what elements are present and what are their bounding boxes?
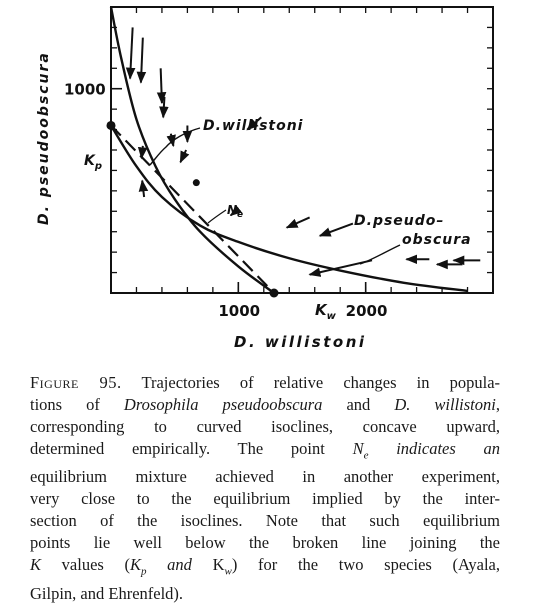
willistoni-label-leader	[149, 127, 201, 166]
trajectory-arrow	[159, 96, 169, 119]
trajectory-arrow	[156, 68, 167, 105]
caption-line: determined empirically. The point Ne ind…	[30, 439, 500, 462]
n-e-point	[192, 179, 200, 187]
trajectory-arrow	[166, 133, 176, 148]
trajectory-arrow	[229, 204, 243, 217]
chart: 1000 2000 1000 D. pseudoobscura D. willist…	[36, 6, 494, 351]
figure-number: Figure 95.	[30, 373, 122, 392]
k-p-point	[106, 120, 116, 130]
plot-frame	[110, 6, 494, 294]
k-w-point	[269, 288, 279, 298]
y-tick-label: 1000	[64, 81, 106, 99]
n-e-letter: N	[227, 203, 237, 217]
trajectory-arrow	[137, 145, 148, 160]
figure-caption: Figure 95. Trajectories of relative chan…	[30, 372, 500, 605]
caption-line: equilibrium mixture achieved in another …	[30, 467, 500, 487]
caption-line: tions of Drosophila pseudoobscura and D.…	[30, 395, 500, 414]
trajectory-arrow	[308, 259, 373, 277]
caption-line: Gilpin, and Ehrenfeld).	[30, 583, 184, 603]
x-tick-label: 1000	[218, 302, 260, 320]
n-e-leader	[207, 209, 227, 224]
pseudoobscura-isocline-label-line1: D.pseudo–	[354, 213, 444, 229]
k-p-subscript: p	[94, 161, 102, 172]
caption-line: corresponding to curved isoclines, conca…	[30, 417, 500, 436]
trajectory-arrow	[136, 37, 147, 84]
trajectory-arrow	[285, 216, 311, 229]
caption-line: K values (Kp and Kw) for the two species…	[30, 555, 500, 578]
isocline-0	[109, 6, 275, 294]
caption-line: Figure 95. Trajectories of relative chan…	[30, 372, 500, 394]
trajectory-arrow	[246, 116, 262, 131]
k-w-letter: K	[315, 301, 328, 319]
caption-line: very close to the equilibrium implied by…	[30, 489, 500, 509]
x-axis-label: D. willistoni	[234, 333, 367, 351]
k-p-letter: K	[84, 153, 96, 169]
willistoni-isocline-label: D.willistoni	[203, 118, 303, 134]
isocline-1	[109, 124, 468, 293]
pseudoobscura-isocline-label-line2: obscura	[402, 232, 472, 248]
y-axis-label: D. pseudoobscura	[36, 51, 52, 225]
caption-line: points lie well below the broken line jo…	[30, 533, 500, 553]
k-values-dashed-line	[110, 124, 275, 294]
caption-line: section of the isoclines. Note that such…	[30, 511, 500, 531]
x-tick-label: 2000	[346, 302, 388, 320]
trajectory-arrow	[179, 149, 190, 164]
trajectory-arrow	[318, 222, 354, 237]
k-w-label: Kw	[315, 301, 337, 322]
n-e-subscript: e	[237, 210, 243, 220]
k-p-label: Kp	[84, 153, 102, 172]
caption-line-text: Trajectories of relative changes in popu…	[141, 373, 501, 392]
trajectory-arrow	[138, 179, 149, 198]
k-w-subscript: w	[327, 311, 337, 322]
trajectory-arrow	[125, 27, 136, 80]
n-e-label: Ne	[227, 203, 243, 220]
